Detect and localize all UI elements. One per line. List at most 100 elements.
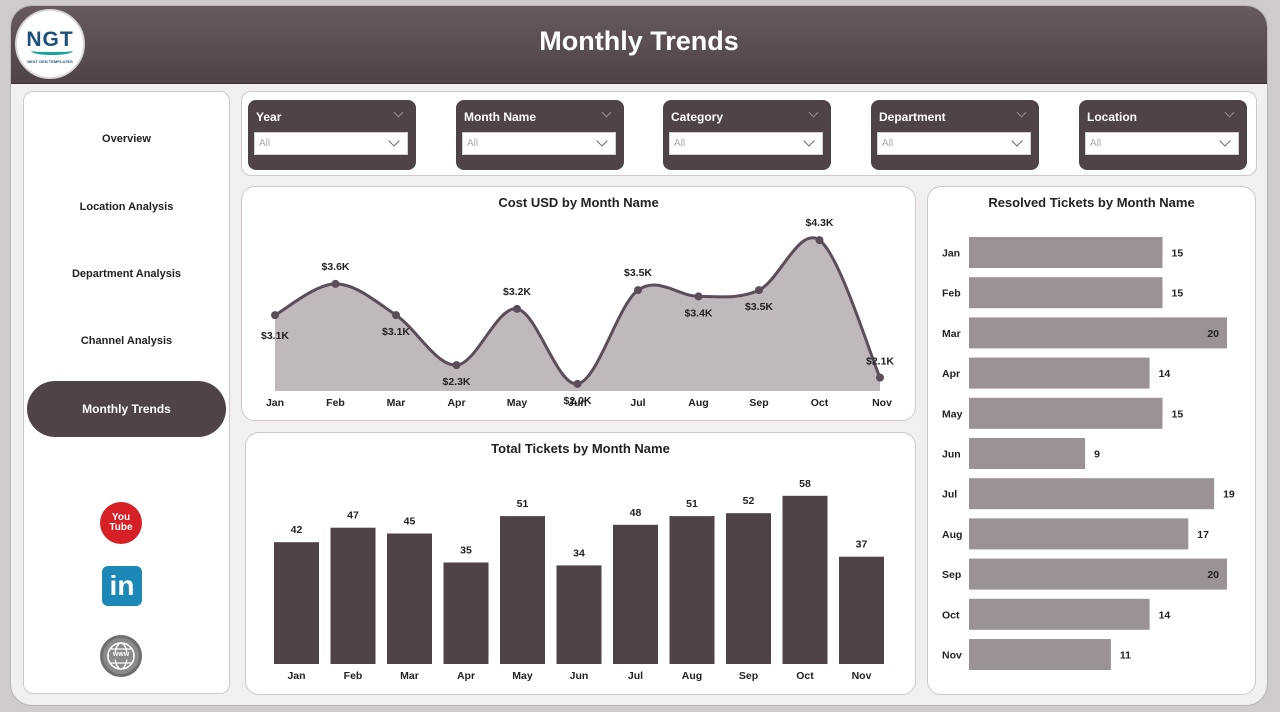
sidebar: Overview Location Analysis Department An…: [23, 91, 230, 694]
linkedin-icon[interactable]: in: [102, 566, 142, 606]
resolved-y-tick: Mar: [942, 328, 961, 340]
dashboard-frame: NGT NEXT GEN TEMPLATES Monthly Trends Ov…: [10, 5, 1268, 706]
total-tickets-data-label: 58: [799, 478, 811, 490]
total-tickets-bar[interactable]: [782, 495, 828, 664]
globe-label: www: [112, 651, 130, 658]
total-tickets-bar[interactable]: [839, 556, 884, 664]
cost-point[interactable]: [452, 361, 461, 370]
cost-point[interactable]: [271, 311, 279, 320]
nav-overview[interactable]: Overview: [102, 133, 151, 145]
cost-area-chart: $3.1K Jan $3.6K Feb $3.1K Mar $2.3K Apr $3.2K May…: [261, 217, 894, 409]
total-tickets-x-tick: Aug: [682, 670, 702, 682]
total-tickets-data-label: 45: [404, 516, 416, 528]
total-tickets-x-tick: Jan: [287, 670, 305, 682]
location-slicer: Location All: [1079, 100, 1247, 170]
cost-data-label: $2.0K: [563, 395, 591, 407]
cost-point[interactable]: [755, 286, 763, 295]
resolved-y-tick: Nov: [942, 650, 962, 662]
resolved-tickets-bar[interactable]: [969, 237, 1163, 268]
resolved-tickets-bar[interactable]: [969, 397, 1163, 429]
youtube-label: You Tube: [109, 512, 133, 533]
month-name-dropdown-value: All: [467, 138, 479, 149]
cost-point[interactable]: [815, 236, 824, 245]
department-dropdown[interactable]: All: [877, 132, 1031, 155]
total-tickets-card: Total Tickets by Month Name 42 Jan 47 Feb 45…: [245, 432, 916, 695]
total-tickets-bar[interactable]: [500, 516, 545, 664]
total-tickets-bar[interactable]: [556, 565, 602, 664]
resolved-tickets-bar[interactable]: [969, 438, 1086, 469]
resolved-tickets-bar[interactable]: [969, 317, 1227, 349]
collapse-icon[interactable]: [1224, 107, 1235, 118]
total-tickets-bar[interactable]: [330, 527, 376, 664]
resolved-tickets-data-label: 9: [1094, 449, 1100, 461]
total-tickets-title: Total Tickets by Month Name: [491, 441, 670, 456]
cost-data-label: $3.5K: [745, 301, 773, 313]
month-name-dropdown[interactable]: All: [462, 132, 616, 155]
filter-bar: Year All Month Name All Category All D: [241, 91, 1257, 176]
resolved-tickets-bar[interactable]: [969, 277, 1163, 309]
cost-point[interactable]: [392, 311, 400, 320]
collapse-icon[interactable]: [601, 107, 612, 118]
nav-department-analysis[interactable]: Department Analysis: [71, 268, 182, 280]
resolved-tickets-bar[interactable]: [969, 478, 1215, 510]
resolved-tickets-data-label: 11: [1120, 650, 1131, 662]
globe-icon[interactable]: www: [100, 635, 142, 677]
department-slicer-label: Department: [879, 110, 946, 124]
cost-point[interactable]: [331, 279, 340, 288]
resolved-y-tick: Feb: [942, 288, 961, 300]
year-dropdown[interactable]: All: [254, 132, 408, 155]
nav-location-analysis[interactable]: Location Analysis: [79, 201, 174, 213]
category-slicer: Category All: [663, 100, 831, 170]
resolved-tickets-data-label: 17: [1197, 529, 1209, 541]
total-tickets-bar[interactable]: [387, 533, 432, 665]
cost-x-tick: Mar: [387, 397, 406, 409]
chevron-down-icon: [803, 135, 815, 147]
cost-point[interactable]: [876, 373, 884, 382]
total-tickets-bar[interactable]: [443, 562, 489, 665]
resolved-y-tick: Sep: [942, 569, 961, 581]
location-dropdown[interactable]: All: [1085, 132, 1239, 155]
total-tickets-x-tick: Jul: [628, 670, 643, 682]
resolved-tickets-bar[interactable]: [969, 598, 1150, 630]
total-tickets-x-tick: Apr: [457, 670, 475, 682]
cost-data-label: $3.4K: [684, 307, 712, 319]
month-name-slicer: Month Name All: [456, 100, 624, 170]
resolved-tickets-bar[interactable]: [969, 518, 1189, 550]
total-tickets-bar[interactable]: [613, 524, 658, 664]
resolved-tickets-bar[interactable]: [969, 639, 1111, 670]
nav-monthly-trends[interactable]: Monthly Trends: [27, 381, 226, 437]
total-tickets-data-label: 34: [573, 547, 585, 559]
collapse-icon[interactable]: [808, 107, 819, 118]
total-tickets-bar[interactable]: [669, 516, 715, 664]
department-dropdown-value: All: [882, 138, 894, 149]
category-slicer-label: Category: [671, 110, 724, 124]
total-tickets-bar[interactable]: [274, 542, 319, 664]
resolved-tickets-data-label: 20: [1207, 328, 1219, 340]
chevron-down-icon: [1219, 135, 1231, 147]
cost-x-tick: Jan: [266, 397, 284, 409]
cost-point[interactable]: [694, 292, 703, 301]
resolved-tickets-card: Resolved Tickets by Month Name Jan 15 Feb 1…: [927, 186, 1256, 695]
resolved-y-tick: Jan: [942, 248, 960, 260]
youtube-icon[interactable]: You Tube: [100, 502, 142, 544]
cost-x-tick: Apr: [447, 397, 465, 409]
resolved-y-tick: May: [942, 408, 963, 420]
resolved-tickets-data-label: 14: [1159, 368, 1171, 380]
total-tickets-bar[interactable]: [726, 513, 771, 664]
category-dropdown[interactable]: All: [669, 132, 823, 155]
collapse-icon[interactable]: [393, 107, 404, 118]
cost-point[interactable]: [573, 379, 582, 388]
nav-channel-analysis[interactable]: Channel Analysis: [80, 335, 173, 347]
cost-point[interactable]: [634, 286, 642, 295]
logo-text: NGT: [26, 28, 74, 51]
year-slicer: Year All: [248, 100, 416, 170]
cost-x-tick: Nov: [872, 397, 892, 409]
resolved-tickets-bar[interactable]: [969, 558, 1227, 590]
cost-point[interactable]: [513, 304, 521, 313]
collapse-icon[interactable]: [1016, 107, 1027, 118]
total-tickets-x-tick: Feb: [344, 670, 363, 682]
resolved-tickets-bar[interactable]: [969, 357, 1150, 389]
cost-data-label: $4.3K: [805, 217, 833, 229]
total-tickets-bar-chart: 42 Jan 47 Feb 45 Mar 35 Apr 51 May 34 Jun 48 Jul 51 Aug…: [274, 478, 884, 682]
total-tickets-data-label: 42: [291, 524, 303, 536]
